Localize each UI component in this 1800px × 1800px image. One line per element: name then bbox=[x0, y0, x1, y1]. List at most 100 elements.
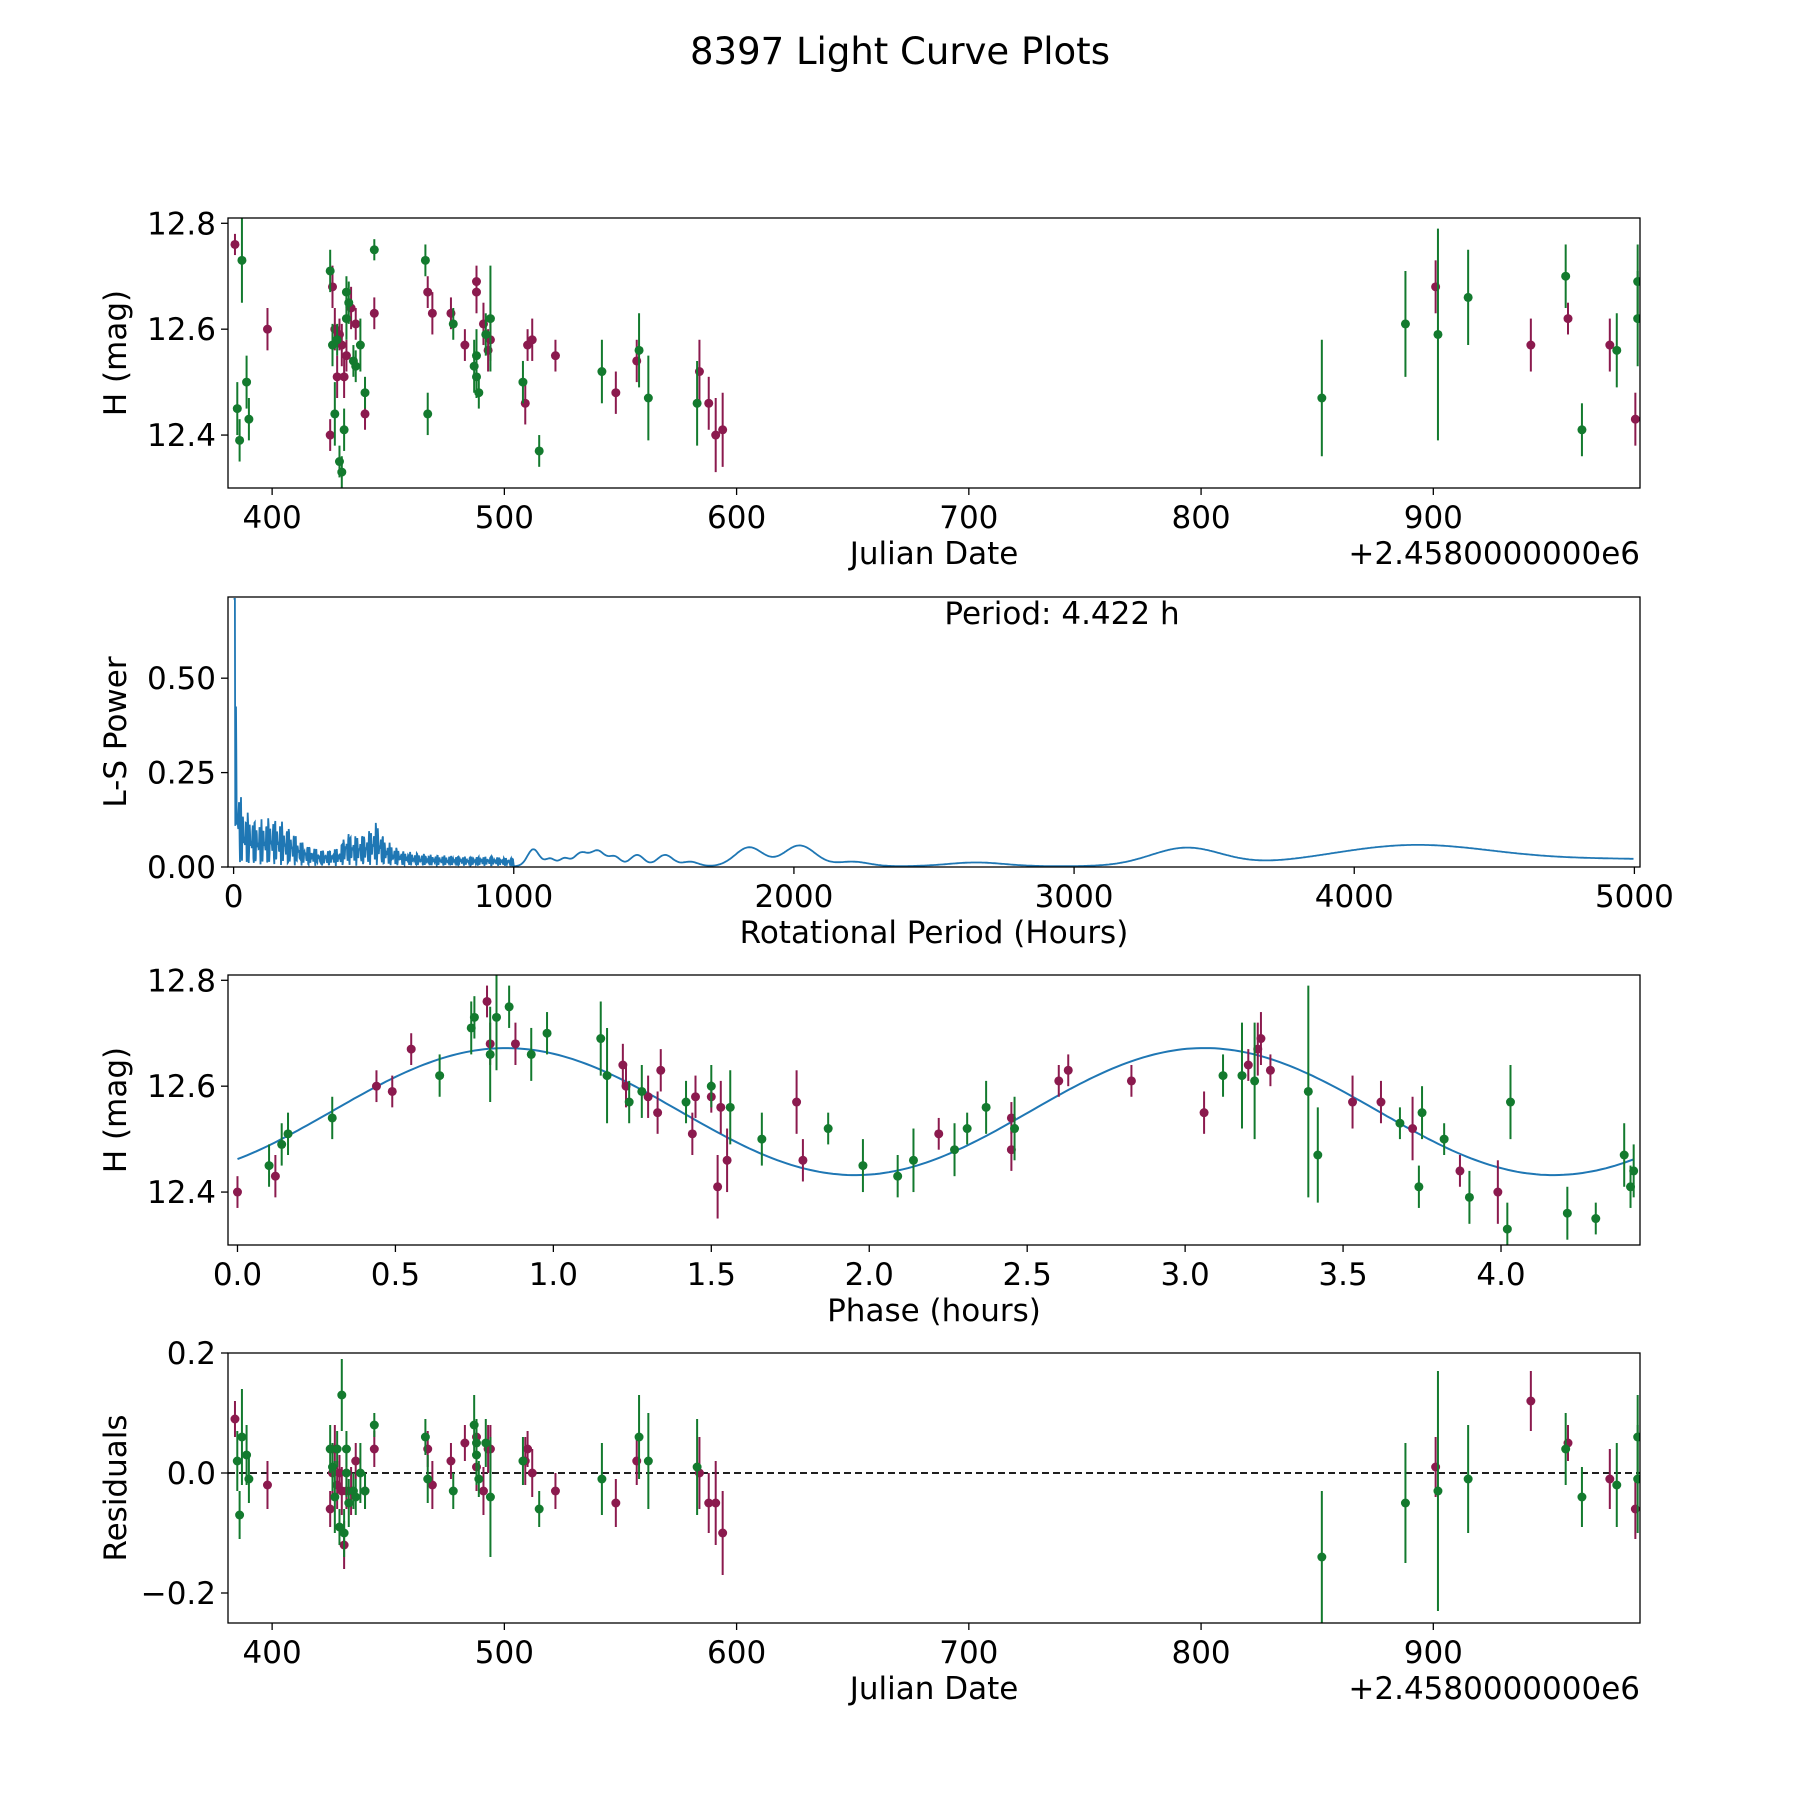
data-point bbox=[1010, 1096, 1020, 1161]
point-marker bbox=[634, 1432, 644, 1442]
data-point bbox=[1630, 392, 1640, 446]
point-marker bbox=[485, 1492, 495, 1502]
point-marker bbox=[704, 1498, 714, 1508]
point-marker bbox=[485, 1049, 495, 1059]
point-marker bbox=[482, 996, 492, 1006]
point-marker bbox=[237, 255, 247, 265]
point-marker bbox=[624, 1097, 634, 1107]
data-point bbox=[1433, 1371, 1443, 1611]
data-point bbox=[1464, 1170, 1474, 1224]
panel-periodogram: 0 1000 2000 3000 4000 5000 0.00 0.25 0.50 Rotatio… bbox=[98, 596, 1674, 951]
data-point bbox=[330, 382, 340, 446]
data-point bbox=[1250, 1022, 1260, 1140]
y-tick-label: 12.8 bbox=[147, 206, 216, 242]
data-point bbox=[230, 1401, 240, 1437]
point-marker bbox=[481, 329, 491, 339]
x-tick-label: 3.5 bbox=[1318, 1257, 1367, 1293]
point-marker bbox=[550, 351, 560, 361]
point-marker bbox=[1063, 1065, 1073, 1075]
point-marker bbox=[691, 1092, 701, 1102]
point-marker bbox=[1464, 1192, 1474, 1202]
point-marker bbox=[344, 298, 354, 308]
point-marker bbox=[330, 1492, 340, 1502]
x-tick-label: 400 bbox=[243, 1635, 302, 1671]
data-point bbox=[1199, 1091, 1209, 1134]
data-point bbox=[474, 1461, 484, 1497]
point-marker bbox=[471, 287, 481, 297]
x-axis-label: Julian Date bbox=[848, 1671, 1019, 1707]
data-point bbox=[1303, 985, 1313, 1198]
x-axis-label: Rotational Period (Hours) bbox=[740, 915, 1129, 951]
data-point bbox=[351, 1443, 361, 1479]
point-marker bbox=[262, 324, 272, 334]
data-point bbox=[1408, 1096, 1418, 1161]
point-marker bbox=[1256, 1034, 1266, 1044]
x-tick-label: 700 bbox=[939, 500, 998, 536]
y-axis-label: H (mag) bbox=[98, 1047, 134, 1173]
data-point bbox=[351, 308, 361, 340]
y-tick-label: 0.00 bbox=[147, 850, 216, 886]
point-marker bbox=[637, 1086, 647, 1096]
x-tick-label: 800 bbox=[1171, 1635, 1230, 1671]
point-marker bbox=[339, 425, 349, 435]
point-marker bbox=[344, 1498, 354, 1508]
axes-frame bbox=[227, 974, 1641, 1246]
data-point bbox=[643, 1075, 653, 1118]
x-offset-label: +2.4580000000e6 bbox=[1348, 1671, 1640, 1707]
point-marker bbox=[460, 340, 470, 350]
point-marker bbox=[1054, 1076, 1064, 1086]
point-marker bbox=[341, 351, 351, 361]
data-point bbox=[1218, 1054, 1228, 1097]
data-point bbox=[446, 1443, 456, 1479]
point-marker bbox=[1010, 1124, 1020, 1134]
point-marker bbox=[981, 1102, 991, 1112]
point-marker bbox=[692, 1462, 702, 1472]
point-marker bbox=[722, 1155, 732, 1165]
data-point bbox=[637, 1065, 647, 1118]
point-marker bbox=[244, 414, 254, 424]
point-marker bbox=[1455, 1166, 1465, 1176]
data-point bbox=[1317, 1491, 1327, 1623]
data-point bbox=[1400, 1443, 1410, 1563]
point-marker bbox=[1250, 1076, 1260, 1086]
y-tick-label: 0.25 bbox=[147, 756, 216, 792]
point-marker bbox=[371, 1081, 381, 1091]
point-marker bbox=[611, 1498, 621, 1508]
point-marker bbox=[643, 393, 653, 403]
point-marker bbox=[337, 1390, 347, 1400]
point-marker bbox=[423, 409, 433, 419]
data-point bbox=[1562, 1186, 1572, 1240]
data-point bbox=[341, 339, 351, 372]
data-point bbox=[1439, 1123, 1449, 1155]
data-point bbox=[262, 1461, 272, 1509]
point-marker bbox=[387, 1086, 397, 1096]
data-point bbox=[1414, 1165, 1424, 1208]
data-point bbox=[481, 1419, 491, 1467]
point-marker bbox=[339, 1528, 349, 1538]
point-marker bbox=[1526, 1396, 1536, 1406]
data-point bbox=[711, 398, 721, 473]
point-marker bbox=[718, 425, 728, 435]
data-point bbox=[341, 1449, 351, 1497]
data-point bbox=[1463, 1425, 1473, 1533]
point-marker bbox=[504, 1002, 514, 1012]
point-marker bbox=[355, 340, 365, 350]
x-tick-label: 2.5 bbox=[1003, 1257, 1052, 1293]
data-point bbox=[460, 1425, 470, 1461]
point-marker bbox=[950, 1145, 960, 1155]
data-point bbox=[339, 1509, 349, 1557]
point-marker bbox=[237, 1432, 247, 1442]
data-point bbox=[1063, 1054, 1073, 1087]
panel-phased: 0.0 0.5 1.0 1.5 2.0 2.5 3.0 3.5 4.0 12.4 12.6 12.8 P… bbox=[98, 963, 1641, 1329]
data-point bbox=[687, 1112, 697, 1155]
point-marker bbox=[332, 1444, 342, 1454]
data-point bbox=[471, 329, 481, 383]
data-point bbox=[1395, 1107, 1405, 1140]
data-point bbox=[332, 323, 342, 356]
x-tick-label: 900 bbox=[1404, 500, 1463, 536]
point-marker bbox=[711, 430, 721, 440]
x-tick-label: 3.0 bbox=[1160, 1257, 1209, 1293]
data-point bbox=[460, 329, 470, 361]
point-marker bbox=[1400, 319, 1410, 329]
point-marker bbox=[711, 1498, 721, 1508]
